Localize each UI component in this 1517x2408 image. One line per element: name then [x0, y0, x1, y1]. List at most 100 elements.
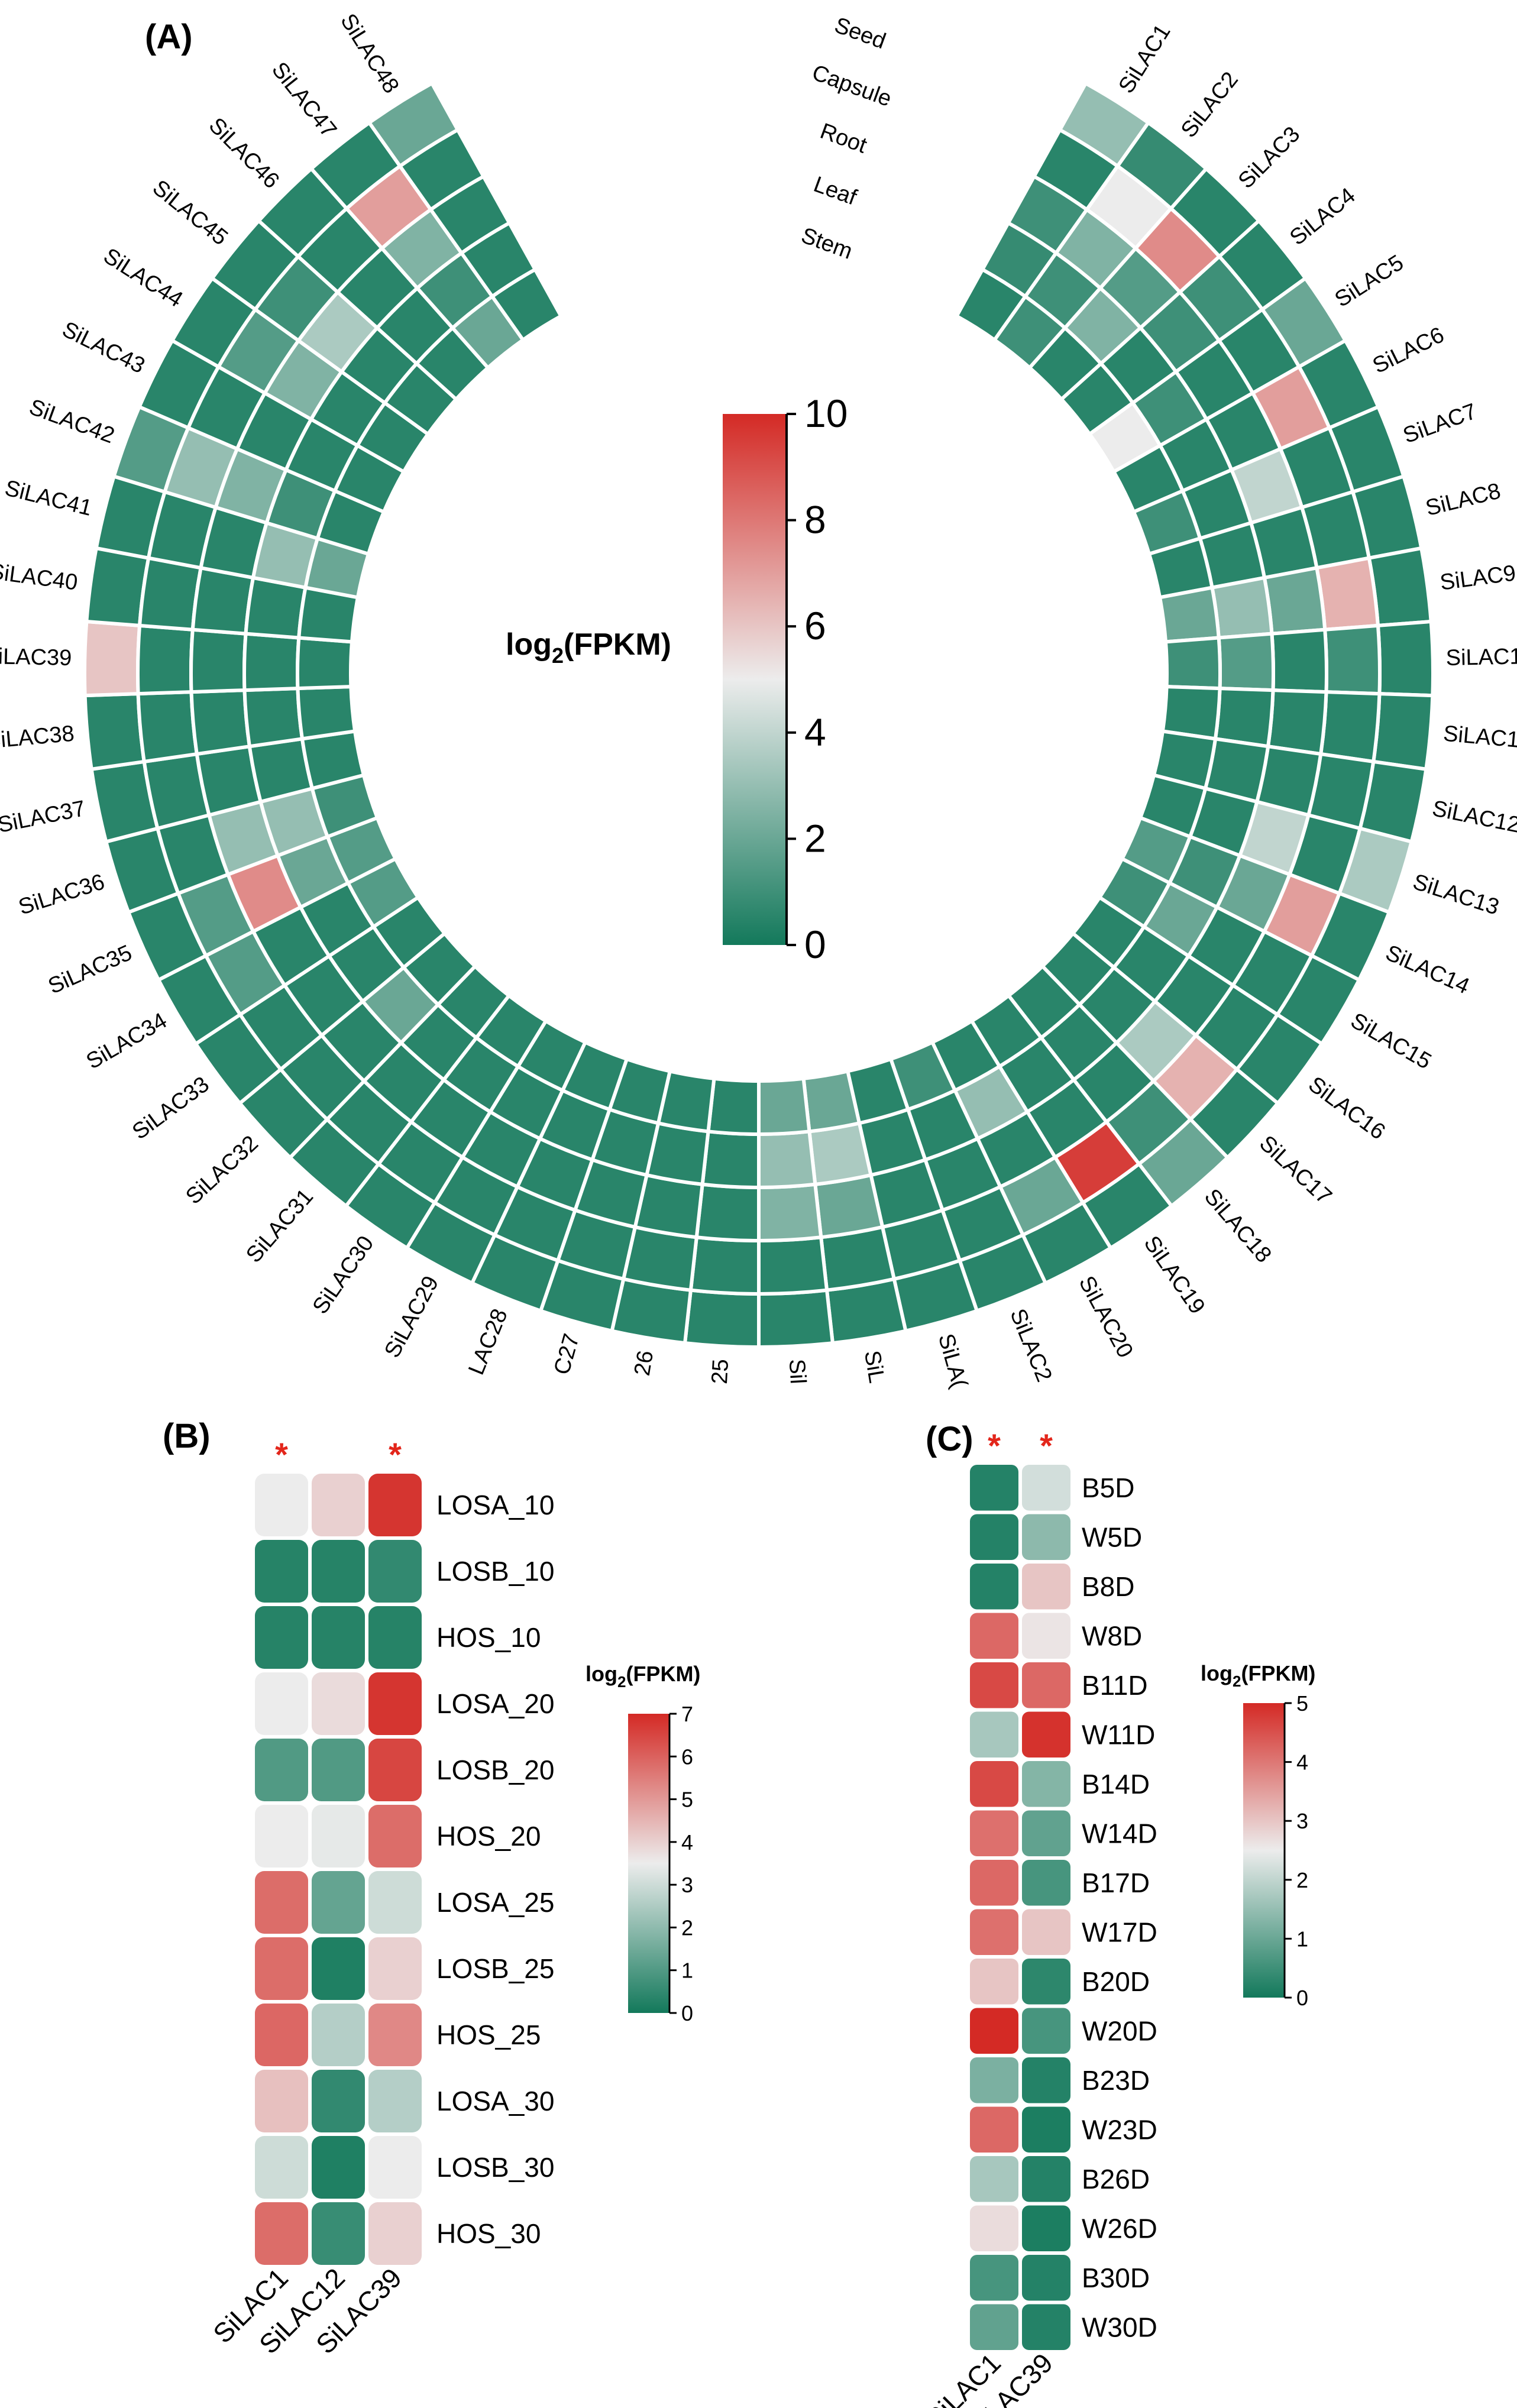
heatmap-cell [312, 1871, 365, 1934]
row-label: W23D [1082, 2114, 1157, 2145]
row-label: LOSB_30 [436, 2152, 554, 2183]
heatmap-cell [242, 686, 305, 749]
gene-label: SiLAC7 [1400, 399, 1480, 449]
heatmap-cell [1022, 1662, 1070, 1708]
heatmap-cell [1318, 690, 1382, 764]
row-label: B26D [1082, 2164, 1150, 2195]
heatmap-cell [1322, 623, 1382, 696]
row-label: LOSB_20 [436, 1755, 554, 1785]
legend-tick-label: 0 [1296, 1986, 1308, 2010]
heatmap-panel-b: (B) LOSA_10 LOSB_10 HOS_10 LOSA_20 LOSB_20 HO… [163, 1417, 700, 2360]
heatmap-cell [1270, 627, 1328, 694]
heatmap-cell [757, 1288, 835, 1349]
gene-label: SiL [859, 1349, 889, 1385]
heatmap-cell [970, 1860, 1018, 1906]
row-label: HOS_25 [436, 2019, 541, 2050]
heatmap-cell [1213, 686, 1275, 749]
heatmap-cell [970, 2057, 1018, 2103]
heatmap-cell [970, 2106, 1018, 2153]
legend-tick-label: 6 [681, 1744, 693, 1769]
circular-heatmap-panel: (A) SiLAC1*SiLAC2SiLAC3SiLAC4SiLAC5SiLAC… [0, 0, 1517, 1391]
heatmap-cell [970, 2205, 1018, 2251]
heatmap-cell [970, 1959, 1018, 2005]
heatmap-cell [970, 2008, 1018, 2054]
panel-label-a: (A) [145, 18, 193, 56]
row-label: LOSA_10 [436, 1490, 554, 1520]
heatmap-cell [1210, 575, 1274, 640]
heatmap-cell [490, 267, 564, 342]
gene-label: SiLAC4 [1285, 183, 1360, 251]
heatmap-cell [970, 1810, 1018, 1856]
heatmap-cell [368, 1805, 422, 1868]
heatmap-cell [757, 1129, 817, 1190]
legend-a-colorbar [723, 414, 787, 945]
gene-label: SiLAC37 [0, 796, 88, 838]
row-label: B30D [1082, 2263, 1150, 2293]
heatmap-cell [312, 1474, 365, 1536]
heatmap-cell [1022, 1711, 1070, 1758]
heatmap-cell [1157, 585, 1221, 644]
gene-label: SiLAC44 [99, 244, 187, 312]
gene-label: SiLAC14 [1382, 940, 1473, 999]
heatmap-cell [255, 2202, 308, 2265]
legend-tick-label: 4 [804, 710, 826, 754]
gene-label: SiLAC19 [1139, 1232, 1210, 1319]
heatmap-cell [1314, 556, 1380, 632]
row-label: W8D [1082, 1620, 1142, 1651]
heatmap-cell [688, 1235, 761, 1296]
heatmap-cell [189, 688, 252, 756]
row-label: W14D [1082, 1818, 1157, 1849]
legend-tick-label: 1 [1296, 1927, 1308, 1951]
gene-label: SiLAC18 [1199, 1184, 1276, 1268]
heatmap-cell [807, 1121, 874, 1187]
heatmap-cell [242, 632, 301, 692]
row-label: W30D [1082, 2312, 1157, 2342]
heatmap-cell [970, 1662, 1018, 1708]
heatmap-cell [255, 1739, 308, 1801]
heatmap-c-significance-marks: * * [988, 1427, 1053, 1464]
heatmap-cell [312, 1606, 365, 1669]
gene-label: SiLAC39 [0, 644, 72, 671]
row-label: W11D [1082, 1719, 1155, 1750]
gene-label: 25 [707, 1358, 733, 1385]
heatmap-cell [757, 1182, 823, 1243]
heatmap-cell [255, 1606, 308, 1669]
heatmap-cell [1022, 1810, 1070, 1856]
heatmap-cell [255, 1871, 308, 1934]
heatmap-cell [694, 1182, 761, 1243]
legend-tick-label: 1 [681, 1959, 693, 1983]
tissue-ring-label: Capsule [809, 60, 895, 112]
tissue-ring-label: Root [817, 119, 870, 158]
heatmap-cell [136, 690, 199, 764]
heatmap-c-row-labels: B5D W5D B8D W8D B11D W11D B14D W14D B17D W17D B20D… [1082, 1472, 1157, 2343]
legend-tick-label: 4 [1296, 1750, 1308, 1775]
heatmap-cell [1376, 619, 1435, 698]
heatmap-cell [700, 1129, 761, 1190]
heatmap-cell [1022, 2008, 1070, 2054]
heatmap-cell [801, 1069, 862, 1134]
significance-star: * [988, 1427, 1001, 1464]
heatmap-b-significance-marks: * * [275, 1436, 402, 1473]
gene-label: SiLAC15 [1346, 1008, 1435, 1074]
heatmap-c-cells [970, 1465, 1070, 2350]
panel-label-b: (B) [163, 1417, 211, 1455]
legend-a-ticks: 0 2 4 6 8 10 [785, 391, 848, 966]
tissue-ring-label: Leaf [810, 172, 860, 211]
heatmap-cell [757, 1235, 829, 1296]
heatmap-cell [1022, 1860, 1070, 1906]
heatmap-cell [706, 1076, 761, 1137]
gene-label: SiLAC12 [1430, 796, 1517, 838]
heatmap-cell [83, 692, 147, 772]
legend-tick-label: 0 [804, 923, 826, 966]
heatmap-cell [970, 1761, 1018, 1807]
row-label: W26D [1082, 2213, 1157, 2244]
heatmap-cell [1371, 692, 1435, 772]
heatmap-cell [1022, 1514, 1070, 1560]
heatmap-panel-c: (C) B5D W5D B8D W8D B11D W11D B14D W14D B17D W17D… [920, 1420, 1315, 2408]
legend-tick-label: 8 [804, 498, 826, 542]
legend-tick-label: 7 [681, 1702, 693, 1726]
row-label: B17D [1082, 1868, 1150, 1898]
row-label: HOS_10 [436, 1622, 541, 1653]
heatmap-cell [83, 619, 142, 698]
